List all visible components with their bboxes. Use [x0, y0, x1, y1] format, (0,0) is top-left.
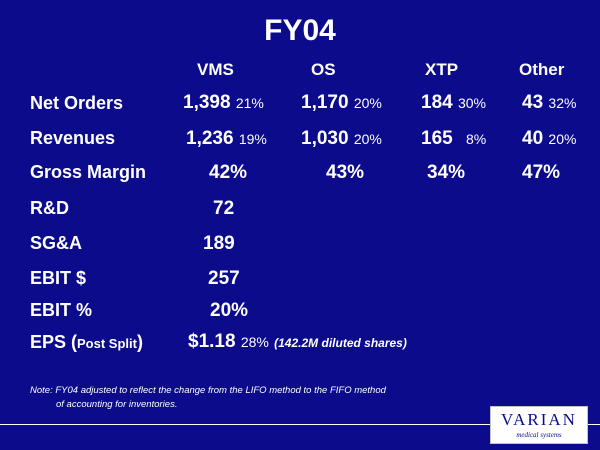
net-orders-xtp: 184 30% — [421, 92, 486, 114]
revenues-other-pct: 20% — [548, 131, 577, 147]
row-label-eps: EPS (Post Split) — [30, 332, 143, 353]
logo-tagline: medical systems — [516, 431, 562, 439]
gross-margin-other: 47% — [522, 162, 561, 183]
row-label-gross-margin: Gross Margin — [30, 162, 147, 182]
revenues-vms-value: 1,236 — [186, 128, 234, 149]
revenues-os-value: 1,030 — [301, 128, 349, 149]
sga-value: 189 — [203, 233, 235, 254]
column-header-vms: VMS — [197, 60, 234, 79]
net-orders-vms-pct: 21% — [235, 95, 264, 111]
ebit-pct-value: 20% — [210, 300, 249, 321]
eps-label-close: ) — [136, 332, 143, 352]
row-label-revenues: Revenues — [30, 128, 116, 148]
row-label-sga: SG&A — [30, 233, 83, 253]
footnote-line-2: of accounting for inventories. — [56, 399, 178, 410]
revenues-other: 40 20% — [522, 128, 576, 150]
net-orders-other-pct: 32% — [548, 95, 577, 111]
footer-rule — [0, 424, 600, 425]
net-orders-os-value: 1,170 — [301, 92, 349, 113]
logo-brand: VARIAN — [501, 410, 577, 429]
column-header-os: OS — [311, 60, 336, 79]
gross-margin-vms: 42% — [209, 162, 248, 183]
revenues-vms: 1,236 19% — [186, 128, 267, 150]
rd-value: 72 — [213, 198, 235, 219]
eps-shares: (142.2M diluted shares) — [274, 336, 407, 350]
net-orders-other: 43 32% — [522, 92, 576, 114]
footnote: Note: FY04 adjusted to reflect the chang… — [30, 384, 386, 412]
net-orders-os: 1,170 20% — [301, 92, 382, 114]
eps-label-small: Post Split — [77, 336, 137, 351]
row-label-ebit-dollar: EBIT $ — [30, 268, 87, 288]
net-orders-os-pct: 20% — [353, 95, 382, 111]
revenues-other-value: 40 — [522, 128, 544, 149]
net-orders-xtp-value: 184 — [421, 92, 453, 113]
row-label-rd: R&D — [30, 198, 69, 218]
revenues-xtp-value: 165 — [421, 128, 453, 149]
eps-label-main: EPS ( — [30, 332, 78, 352]
eps-value: $1.18 — [188, 331, 236, 352]
revenues-vms-pct: 19% — [238, 131, 267, 147]
revenues-os: 1,030 20% — [301, 128, 382, 150]
revenues-xtp: 165 8% — [421, 128, 486, 150]
gross-margin-xtp: 34% — [427, 162, 466, 183]
slide-title: FY04 — [264, 14, 336, 47]
gross-margin-os: 43% — [326, 162, 365, 183]
ebit-dollar-value: 257 — [208, 268, 240, 289]
revenues-xtp-pct: 8% — [465, 131, 487, 147]
column-header-other: Other — [519, 60, 565, 79]
net-orders-vms-value: 1,398 — [183, 92, 231, 113]
footnote-line-1: Note: FY04 adjusted to reflect the chang… — [30, 385, 386, 396]
varian-logo: VARIAN medical systems — [490, 406, 588, 444]
revenues-os-pct: 20% — [353, 131, 382, 147]
net-orders-xtp-pct: 30% — [457, 95, 487, 111]
column-header-xtp: XTP — [425, 60, 459, 79]
row-label-ebit-pct: EBIT % — [30, 300, 93, 320]
eps-pct: 28% — [240, 334, 269, 350]
eps-value-group: $1.18 28% (142.2M diluted shares) — [188, 331, 407, 353]
row-label-net-orders: Net Orders — [30, 93, 124, 113]
net-orders-other-value: 43 — [522, 92, 544, 113]
net-orders-vms: 1,398 21% — [183, 92, 264, 114]
